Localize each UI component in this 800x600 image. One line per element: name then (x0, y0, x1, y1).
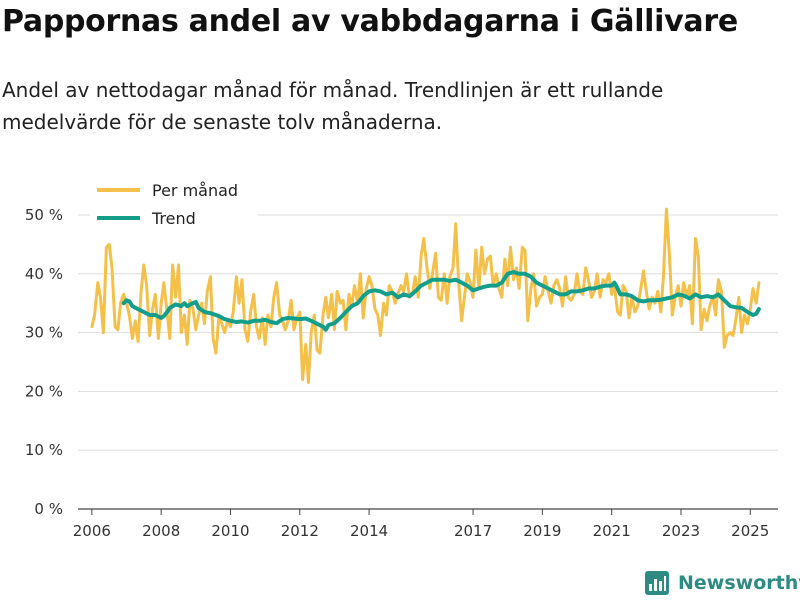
x-tick-label: 2021 (593, 522, 631, 540)
newsworthy-logo-icon (645, 571, 669, 595)
y-tick-label: 10 % (25, 441, 63, 459)
y-tick-label: 20 % (25, 382, 63, 400)
x-tick-label: 2025 (731, 522, 769, 540)
newsworthy-logo: Newsworthy (644, 570, 800, 596)
x-tick-label: 2023 (662, 522, 700, 540)
y-tick-label: 30 % (25, 324, 63, 342)
y-tick-label: 40 % (25, 265, 63, 283)
series-layer (90, 207, 761, 385)
x-tick-label: 2010 (211, 522, 249, 540)
chart-title: Pappornas andel av vabbdagarna i Gälliva… (2, 4, 738, 39)
x-axis-ticks: 2006 2008 2010 2012 2014 2017 2019 2021 2023 2025 (73, 509, 769, 540)
series-line-trend (121, 270, 761, 332)
grid-lines (78, 214, 778, 510)
y-tick-label: 50 % (25, 206, 63, 224)
x-tick-label: 2008 (142, 522, 180, 540)
x-tick-label: 2006 (73, 522, 111, 540)
newsworthy-logo-text: Newsworthy (678, 572, 800, 594)
x-tick-label: 2019 (523, 522, 561, 540)
y-axis-ticks: 0 % 10 % 20 % 30 % 40 % 50 % (25, 206, 63, 518)
x-tick-label: 2012 (281, 522, 319, 540)
chart-subtitle: Andel av nettodagar månad för månad. Tre… (2, 78, 664, 134)
x-tick-label: 2014 (350, 522, 388, 540)
legend-label-trend: Trend (151, 209, 196, 228)
legend-background (90, 176, 258, 232)
legend: Per månad Trend (90, 176, 258, 232)
legend-label-per-manad: Per månad (152, 181, 238, 200)
series-line-per-manad (90, 207, 761, 385)
y-tick-label: 0 % (34, 500, 63, 518)
x-tick-label: 2017 (454, 522, 492, 540)
